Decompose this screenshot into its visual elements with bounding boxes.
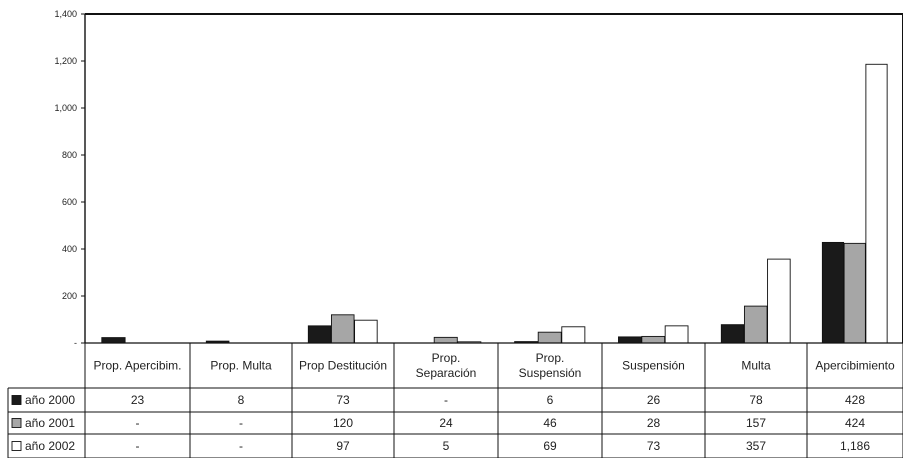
table-cell: 97 — [336, 439, 350, 453]
table-cell: 1,186 — [840, 439, 870, 453]
table-cell: 24 — [439, 416, 453, 430]
table-cell: 28 — [647, 416, 661, 430]
category-label: Apercibimiento — [815, 359, 895, 373]
table-cell: 5 — [443, 439, 450, 453]
legend-label: año 2000 — [25, 393, 75, 407]
bar — [641, 335, 666, 344]
category-label: Prop. Separación — [416, 351, 477, 380]
legend-swatch — [11, 418, 22, 428]
bar — [561, 326, 586, 344]
table-cell: 120 — [333, 416, 353, 430]
table-cell: 8 — [238, 393, 245, 407]
y-tick-label: 1,400 — [54, 9, 77, 19]
y-tick-label: 600 — [62, 197, 77, 207]
y-tick-label: 400 — [62, 244, 77, 254]
bar — [618, 336, 642, 344]
bar — [843, 242, 866, 344]
bar — [537, 331, 562, 344]
table-cell: 26 — [647, 393, 661, 407]
table-cell: 73 — [647, 439, 661, 453]
y-tick-label: - — [74, 338, 77, 348]
table-cell: 157 — [746, 416, 766, 430]
table-cell: 78 — [749, 393, 763, 407]
table-cell: 6 — [547, 393, 554, 407]
legend-swatch — [11, 441, 22, 451]
category-label: Suspensión — [622, 359, 685, 373]
table-cell: - — [136, 416, 140, 430]
category-label: Multa — [741, 359, 771, 373]
category-label: Prop. Multa — [210, 359, 272, 373]
bar — [664, 325, 689, 344]
y-tick-label: 1,200 — [54, 56, 77, 66]
bar — [330, 314, 355, 344]
bar — [743, 305, 768, 344]
y-tick-label: 200 — [62, 291, 77, 301]
bar — [720, 324, 745, 344]
y-tick-label: 800 — [62, 150, 77, 160]
bar — [307, 325, 332, 344]
table-cell: - — [136, 439, 140, 453]
bar — [767, 258, 791, 344]
table-cell: 357 — [746, 439, 766, 453]
legend-swatch — [11, 395, 22, 405]
table-cell: - — [239, 439, 243, 453]
table-cell: - — [239, 416, 243, 430]
y-tick-label: 1,000 — [54, 103, 77, 113]
category-label: Prop. Suspensión — [519, 351, 582, 380]
table-cell: 23 — [131, 393, 145, 407]
table-cell: - — [444, 393, 448, 407]
table-cell: 69 — [543, 439, 557, 453]
legend-label: año 2001 — [25, 416, 75, 430]
bar — [865, 63, 888, 344]
legend-label: año 2002 — [25, 439, 75, 453]
bar — [101, 337, 126, 344]
table-cell: 424 — [845, 416, 865, 430]
table-cell: 46 — [543, 416, 557, 430]
bar — [821, 241, 845, 344]
table-cell: 428 — [845, 393, 865, 407]
category-label: Prop. Apercibim. — [93, 359, 181, 373]
bar — [433, 336, 458, 344]
category-label: Prop Destitución — [299, 359, 387, 373]
table-cell: 73 — [336, 393, 350, 407]
bar — [354, 319, 378, 344]
